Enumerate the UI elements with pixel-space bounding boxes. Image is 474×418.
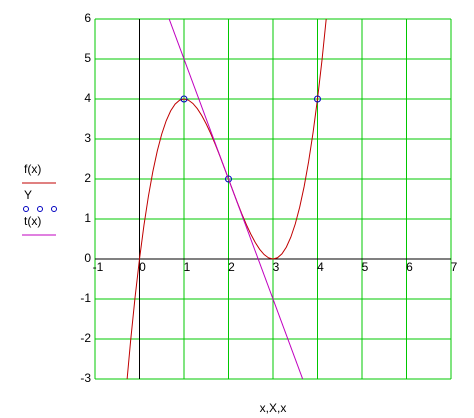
y-tick-label: 6 [84, 11, 91, 25]
legend-label: f(x) [24, 162, 41, 176]
x-tick-label: 0 [139, 260, 146, 274]
legend-marker [37, 206, 43, 212]
series-line [126, 19, 327, 379]
y-tick-label: 2 [84, 171, 91, 185]
legend-marker [23, 206, 29, 212]
plot-area [126, 19, 327, 379]
y-tick-label: 3 [84, 131, 91, 145]
y-tick-label: 5 [84, 51, 91, 65]
x-tick-label: 7 [451, 260, 458, 274]
x-tick-label: 1 [184, 260, 191, 274]
legend-label: t(x) [24, 214, 41, 228]
data-point [180, 95, 188, 103]
legend-label: Y [24, 188, 32, 202]
x-tick-label: 6 [406, 260, 413, 274]
data-point [225, 175, 232, 183]
y-tick-label: -1 [80, 291, 91, 305]
x-tick-label: 2 [228, 260, 235, 274]
y-tick-label: 1 [84, 211, 91, 225]
x-tick-label: 5 [362, 260, 369, 274]
y-tick-label: -3 [80, 371, 91, 385]
y-tick-label: -2 [80, 331, 91, 345]
legend-marker [51, 206, 57, 212]
y-tick-label: 4 [84, 91, 91, 105]
y-tick-label: 0 [84, 251, 91, 265]
x-tick-label: -1 [93, 260, 104, 274]
data-point [314, 95, 321, 103]
x-tick-label: 3 [273, 260, 280, 274]
series-line [168, 19, 304, 379]
x-axis-label: x,X,x [260, 401, 287, 415]
x-tick-label: 4 [317, 260, 324, 274]
